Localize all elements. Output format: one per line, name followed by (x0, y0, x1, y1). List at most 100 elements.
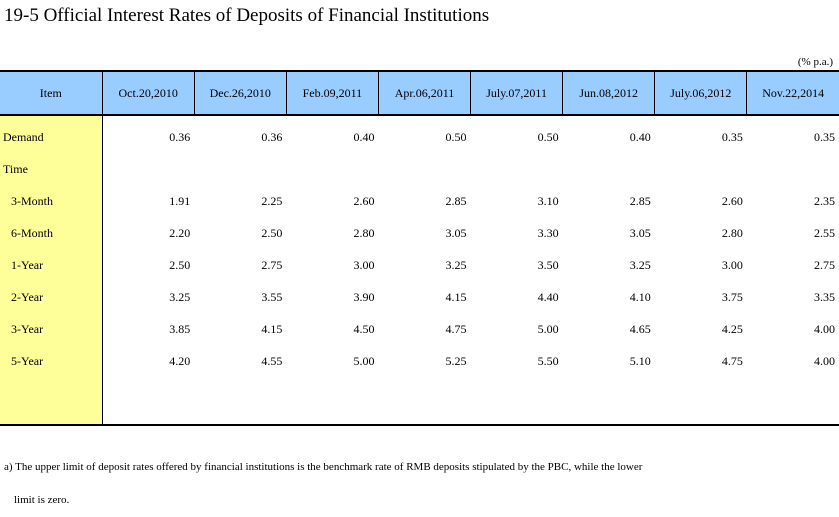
rate-cell: 5.50 (537, 353, 559, 368)
rate-cell: 5.10 (629, 353, 651, 368)
rate-cell: 4.00 (814, 321, 835, 336)
rate-cell: 0.35 (721, 129, 743, 144)
rate-cell: 2.25 (261, 193, 283, 208)
rate-cell: 4.25 (721, 321, 743, 336)
date-header: July.06,2012 (654, 70, 747, 116)
rate-cell: 0.40 (353, 129, 375, 144)
date-header: Dec.26,2010 (193, 70, 287, 116)
rate-cell (102, 153, 194, 185)
rate-cell: 3.90 (353, 289, 375, 304)
table-row: Time (0, 153, 839, 185)
rate-cell (563, 153, 655, 185)
row-label: 3-Month (0, 185, 103, 217)
rate-cell: 5.00 (353, 353, 375, 368)
rate-cell (286, 153, 378, 185)
row-label: 5-Year (0, 345, 103, 377)
rate-cell: 2.50 (261, 225, 283, 240)
spacer-cell (102, 377, 839, 426)
date-header: Nov.22,2014 (746, 70, 839, 116)
rate-cell: 2.75 (814, 257, 835, 272)
table-row: Demand 0.36 0.36 0.40 0.50 0.50 0.40 0.3… (0, 121, 839, 153)
rate-cell (194, 153, 286, 185)
rate-cell: 3.00 (721, 257, 743, 272)
row-label: 2-Year (0, 281, 103, 313)
item-cell-spacer (0, 115, 103, 121)
date-header: Apr.06,2011 (377, 70, 471, 116)
rate-cell: 5.00 (537, 321, 559, 336)
rate-cell: 0.50 (445, 129, 467, 144)
row-label: 1-Year (0, 249, 103, 281)
rate-cell: 2.85 (445, 193, 467, 208)
rate-cell: 1.91 (169, 193, 191, 208)
date-header: July.07,2011 (470, 70, 563, 116)
table-row: 3-Year 3.85 4.15 4.50 4.75 5.00 4.65 4.2… (0, 313, 839, 345)
header-row: Item Oct.20,2010 Dec.26,2010 Feb.09,2011… (0, 70, 839, 116)
rate-cell: 3.30 (537, 225, 559, 240)
footnote-line-1: a) The upper limit of deposit rates offe… (4, 461, 643, 473)
rate-cell: 3.25 (445, 257, 467, 272)
item-header: Item (0, 70, 103, 116)
rate-cell: 2.50 (169, 257, 191, 272)
rate-cell: 2.80 (353, 225, 375, 240)
rate-cell: 5.25 (445, 353, 467, 368)
rate-cell: 2.55 (814, 225, 835, 240)
rate-cell: 3.10 (537, 193, 559, 208)
rate-cell: 4.00 (814, 353, 835, 368)
rate-cell (378, 153, 470, 185)
rate-cell: 0.36 (169, 129, 191, 144)
row-label: Time (0, 153, 103, 185)
rate-cell: 2.60 (353, 193, 375, 208)
footnote-line-2: limit is zero. (14, 494, 70, 506)
item-cell-spacer (0, 377, 103, 426)
rate-cell: 2.20 (169, 225, 191, 240)
rate-cell (655, 153, 747, 185)
unit-label: (% p.a.) (797, 56, 833, 68)
rate-cell: 4.55 (261, 353, 283, 368)
rate-cell: 0.50 (537, 129, 559, 144)
table-row: 6-Month 2.20 2.50 2.80 3.05 3.30 3.05 2.… (0, 217, 839, 249)
rate-cell: 4.75 (445, 321, 467, 336)
rate-cell: 3.00 (353, 257, 375, 272)
rate-cell: 3.85 (169, 321, 191, 336)
rate-cell (747, 153, 839, 185)
rate-cell: 3.25 (629, 257, 651, 272)
date-header: Jun.08,2012 (562, 70, 655, 116)
table-row: 5-Year 4.20 4.55 5.00 5.25 5.50 5.10 4.7… (0, 345, 839, 377)
rate-cell: 2.75 (261, 257, 283, 272)
row-label: 3-Year (0, 313, 103, 345)
rate-cell: 2.60 (721, 193, 743, 208)
page-title: 19-5 Official Interest Rates of Deposits… (4, 5, 490, 26)
rate-cell (471, 153, 563, 185)
spacer-row (0, 377, 839, 426)
rate-cell: 3.35 (814, 289, 835, 304)
rate-cell: 3.50 (537, 257, 559, 272)
rate-cell: 4.10 (629, 289, 651, 304)
rate-cell: 4.15 (261, 321, 283, 336)
rate-cell: 3.25 (169, 289, 191, 304)
rate-cell: 0.40 (629, 129, 651, 144)
table-row: 3-Month 1.91 2.25 2.60 2.85 3.10 2.85 2.… (0, 185, 839, 217)
rate-cell: 0.36 (261, 129, 283, 144)
rate-cell: 4.20 (169, 353, 191, 368)
rate-cell: 4.65 (629, 321, 651, 336)
rate-cell: 0.35 (814, 129, 835, 144)
spacer-row (0, 115, 839, 121)
rate-cell: 3.05 (629, 225, 651, 240)
row-label: 6-Month (0, 217, 103, 249)
table-row: 1-Year 2.50 2.75 3.00 3.25 3.50 3.25 3.0… (0, 249, 839, 281)
rate-cell: 4.75 (721, 353, 743, 368)
table-row: 2-Year 3.25 3.55 3.90 4.15 4.40 4.10 3.7… (0, 281, 839, 313)
date-header: Feb.09,2011 (285, 70, 379, 116)
rate-cell: 2.85 (629, 193, 651, 208)
date-header: Oct.20,2010 (101, 70, 195, 116)
rate-cell: 3.55 (261, 289, 283, 304)
rate-cell: 2.35 (814, 193, 835, 208)
rate-cell: 4.40 (537, 289, 559, 304)
interest-rates-table: Item Oct.20,2010 Dec.26,2010 Feb.09,2011… (0, 70, 839, 426)
rate-cell: 3.75 (721, 289, 743, 304)
row-label: Demand (0, 121, 103, 153)
rate-cell: 3.05 (445, 225, 467, 240)
rate-cell: 2.80 (721, 225, 743, 240)
rate-cell: 4.50 (353, 321, 375, 336)
rate-cell: 4.15 (445, 289, 467, 304)
